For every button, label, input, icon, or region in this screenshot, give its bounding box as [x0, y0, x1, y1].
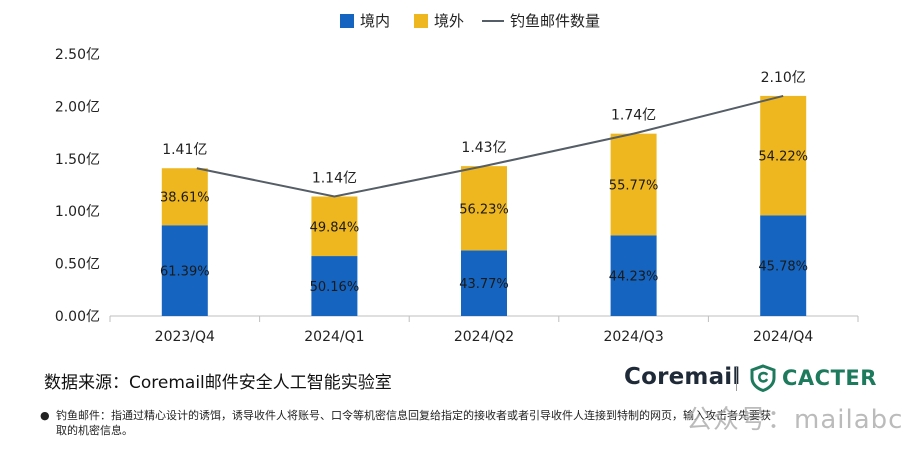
x-tick-label: 2024/Q3 [603, 329, 663, 345]
legend-label-0: 境内 [360, 12, 390, 30]
coremail-logo: Coremail [624, 364, 741, 390]
line-value-label: 1.14亿 [312, 171, 357, 187]
y-tick-label: 2.00亿 [55, 99, 100, 115]
bar-overseas [161, 168, 208, 226]
footnote-text: 钓鱼邮件：指通过精心设计的诱饵，诱导收件人将账号、口令等机密信息回复给指定的接收… [56, 409, 771, 437]
bar-domestic [311, 256, 358, 316]
y-tick-label: 1.50亿 [55, 152, 100, 168]
x-tick-label: 2024/Q2 [454, 329, 514, 345]
watermark: 公众号：mailabc [686, 405, 904, 435]
line-value-label: 1.43亿 [461, 140, 506, 156]
bar-pct-label: 44.23% [609, 270, 659, 285]
bar-overseas [760, 95, 807, 216]
bar-pct-label: 50.16% [310, 280, 360, 295]
bar-overseas [610, 133, 657, 236]
y-tick-label: 2.50亿 [55, 47, 100, 63]
bar-domestic [610, 235, 657, 316]
bar-pct-label: 49.84% [310, 220, 360, 235]
shield-icon [750, 364, 776, 392]
x-tick-label: 2024/Q4 [753, 329, 813, 345]
line-value-label: 2.10亿 [761, 70, 806, 86]
line-value-label: 1.74亿 [611, 108, 656, 124]
bar-domestic [161, 225, 208, 316]
y-tick-label: 1.00亿 [55, 204, 100, 220]
bar-pct-label: 56.23% [459, 202, 509, 217]
x-tick-label: 2024/Q1 [304, 329, 364, 345]
bar-domestic [760, 215, 807, 316]
x-tick-label: 2023/Q4 [155, 329, 215, 345]
logo-divider [736, 367, 737, 391]
bar-overseas [311, 196, 358, 257]
stacked-bar-chart: 境内 境外 钓鱼邮件数量 0.00亿 0.50亿 1.00亿 1.50亿 2.00亿 2.50亿… [55, 12, 859, 345]
bar-overseas [461, 166, 507, 251]
bar-pct-label: 61.39% [160, 265, 210, 280]
footnote: ● 钓鱼邮件：指通过精心设计的诱饵，诱导收件人将账号、口令等机密信息回复给指定的… [40, 408, 780, 438]
legend-swatch-1 [414, 14, 428, 28]
bar-domestic [461, 250, 507, 316]
bar-pct-label: 43.77% [459, 277, 509, 292]
data-source: 数据来源：Coremail邮件安全人工智能实验室 [44, 373, 392, 393]
line-phishing-total [196, 94, 784, 198]
cacter-logo-text: CACTER [782, 366, 877, 390]
bar-pct-label: 54.22% [758, 150, 808, 165]
legend-label-1: 境外 [434, 12, 464, 30]
bar-pct-label: 45.78% [758, 260, 808, 275]
cacter-logo: CACTER [750, 364, 877, 392]
footnote-bullet: ● [40, 409, 50, 422]
bar-pct-label: 38.61% [160, 191, 210, 206]
legend-label-line: 钓鱼邮件数量 [510, 12, 600, 30]
y-tick-label: 0.00亿 [55, 309, 100, 325]
line-value-label: 1.41亿 [162, 142, 207, 158]
y-tick-label: 0.50亿 [55, 257, 100, 273]
bar-pct-label: 55.77% [609, 178, 659, 193]
legend-swatch-0 [340, 14, 354, 28]
